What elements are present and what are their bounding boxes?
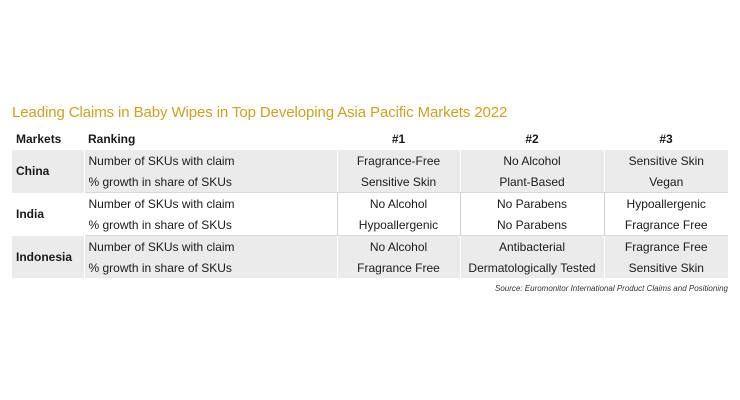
market-cell-indonesia: Indonesia	[12, 235, 85, 278]
value-cell: Sensitive Skin	[336, 171, 460, 193]
value-cell: No Parabens	[459, 192, 604, 214]
market-cell-china: China	[12, 150, 85, 193]
value-cell: Sensitive Skin	[603, 150, 728, 171]
header-ranking: Ranking	[84, 128, 337, 150]
value-cell: Fragrance-Free	[336, 150, 460, 171]
header-rank-2: #2	[460, 128, 604, 150]
metric-cell: % growth in share of SKUs	[83, 214, 337, 236]
header-row: Markets Ranking #1 #2 #3	[12, 128, 728, 150]
value-cell: Vegan	[603, 171, 728, 193]
value-cell: No Parabens	[459, 214, 604, 236]
value-cell: No Alcohol	[336, 235, 460, 257]
value-cell: Antibacterial	[459, 235, 604, 257]
value-cell: Fragrance Free	[603, 235, 728, 257]
table-row: % growth in share of SKUs Sensitive Skin…	[12, 171, 728, 193]
table-row: Indonesia Number of SKUs with claim No A…	[12, 235, 728, 278]
header-rank-3: #3	[604, 128, 728, 150]
value-cell: Dermatologically Tested	[459, 257, 604, 278]
metric-cell: % growth in share of SKUs	[83, 171, 337, 193]
value-cell: Plant-Based	[459, 171, 604, 193]
source-note: Source: Euromonitor International Produc…	[494, 284, 728, 293]
value-cell: Fragrance Free	[336, 257, 460, 278]
table-row: China Number of SKUs with claim Fragranc…	[12, 150, 728, 193]
value-cell: Fragrance Free	[603, 214, 728, 236]
value-cell: Sensitive Skin	[603, 257, 728, 278]
claims-table: Markets Ranking #1 #2 #3 China Number of…	[12, 128, 728, 278]
metric-cell: % growth in share of SKUs	[83, 257, 337, 278]
table-title: Leading Claims in Baby Wipes in Top Deve…	[12, 104, 508, 121]
table-row: % growth in share of SKUs Fragrance Free…	[12, 257, 728, 278]
value-cell: Hypoallergenic	[603, 192, 728, 214]
metric-cell: Number of SKUs with claim	[83, 235, 337, 257]
table-row: % growth in share of SKUs Hypoallergenic…	[12, 214, 728, 236]
market-cell-india: India	[12, 192, 85, 236]
metric-cell: Number of SKUs with claim	[83, 192, 337, 214]
header-markets: Markets	[12, 128, 84, 150]
value-cell: Hypoallergenic	[336, 214, 460, 236]
value-cell: No Alcohol	[459, 150, 604, 171]
value-cell: No Alcohol	[336, 192, 460, 214]
table-row: India Number of SKUs with claim No Alcoh…	[12, 192, 728, 236]
header-rank-1: #1	[337, 128, 460, 150]
metric-cell: Number of SKUs with claim	[83, 150, 337, 171]
